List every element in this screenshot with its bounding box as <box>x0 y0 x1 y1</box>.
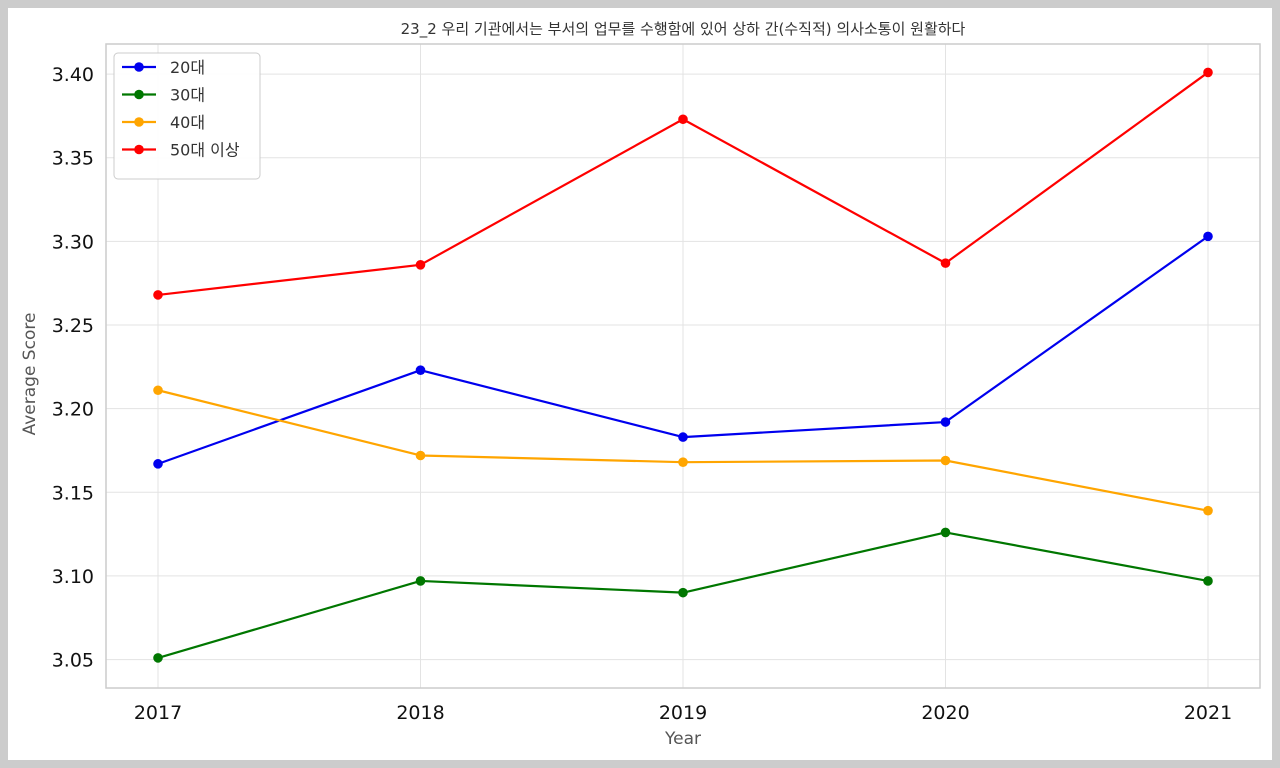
data-point <box>153 290 163 300</box>
tick-labels: 3.05 3.10 3.15 3.20 3.25 3.30 3.35 3.40 2017 2018… <box>52 64 1232 724</box>
series-1 <box>153 527 1213 663</box>
y-tick-label: 3.10 <box>52 566 94 588</box>
data-point <box>940 417 951 427</box>
data-point <box>415 260 426 270</box>
x-tick-label: 2020 <box>921 702 969 724</box>
y-axis-title: Average Score <box>20 313 40 436</box>
series-2 <box>153 385 1213 516</box>
legend: 20대 30대 40대 50대 이상 <box>113 52 261 180</box>
x-tick-label: 2019 <box>659 702 707 724</box>
data-point <box>678 432 688 442</box>
data-point <box>678 587 688 598</box>
data-point <box>1203 505 1213 516</box>
plot-border <box>105 43 1261 689</box>
line-chart: 23_2 우리 기관에서는 부서의 업무를 수행함에 있어 상하 간(수직적) … <box>20 20 1261 749</box>
legend-box <box>113 52 261 180</box>
legend-swatch-marker <box>134 89 144 100</box>
x-tick-label: 2021 <box>1184 702 1232 724</box>
legend-item: 40대 <box>122 113 205 132</box>
data-point <box>415 576 426 586</box>
legend-swatch-marker <box>134 117 144 127</box>
data-point <box>415 450 426 461</box>
legend-item: 30대 <box>122 86 205 105</box>
data-point <box>153 653 163 663</box>
legend-label: 20대 <box>170 58 205 77</box>
chart-frame: 23_2 우리 기관에서는 부서의 업무를 수행함에 있어 상하 간(수직적) … <box>8 8 1272 760</box>
legend-swatch-marker <box>134 144 144 155</box>
y-tick-label: 3.25 <box>52 315 94 337</box>
data-point <box>940 455 951 466</box>
data-point <box>678 457 688 467</box>
data-point <box>153 385 163 396</box>
data-point <box>678 114 688 125</box>
legend-label: 40대 <box>170 113 205 132</box>
y-tick-label: 3.40 <box>52 64 94 86</box>
x-tick-label: 2017 <box>134 702 182 724</box>
data-point <box>940 258 951 268</box>
y-tick-label: 3.20 <box>52 399 94 421</box>
data-point <box>1203 231 1213 242</box>
y-tick-label: 3.15 <box>52 482 94 504</box>
legend-swatch-marker <box>134 62 144 72</box>
legend-label: 30대 <box>170 86 205 105</box>
series-0 <box>153 231 1213 469</box>
chart-title: 23_2 우리 기관에서는 부서의 업무를 수행함에 있어 상하 간(수직적) … <box>401 20 966 39</box>
data-point <box>940 527 951 538</box>
data-point <box>1203 67 1213 78</box>
series <box>153 67 1213 663</box>
y-tick-label: 3.30 <box>52 231 94 253</box>
legend-item: 50대 이상 <box>122 141 240 160</box>
data-point <box>153 459 163 469</box>
y-tick-label: 3.05 <box>52 650 94 672</box>
legend-item: 20대 <box>122 58 205 77</box>
series-3 <box>153 67 1213 300</box>
y-tick-label: 3.35 <box>52 148 94 170</box>
x-tick-label: 2018 <box>396 702 444 724</box>
x-axis-title: Year <box>664 729 701 749</box>
legend-label: 50대 이상 <box>170 141 240 160</box>
data-point <box>1203 576 1213 586</box>
data-point <box>415 365 426 375</box>
